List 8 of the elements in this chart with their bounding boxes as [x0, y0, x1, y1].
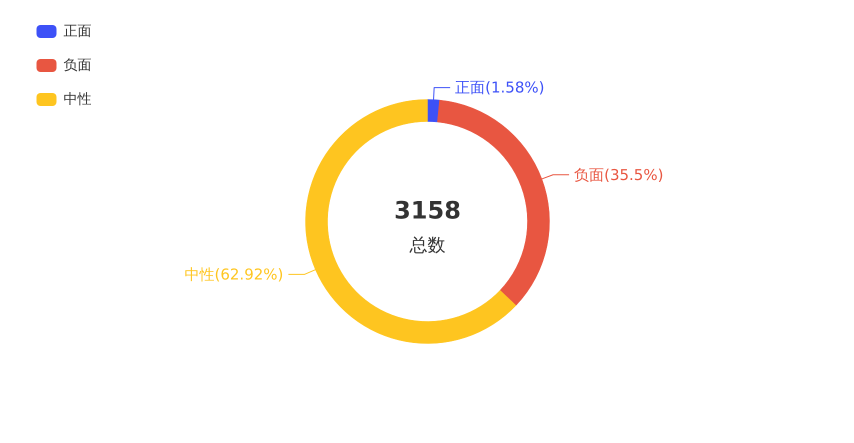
legend-label: 中性: [64, 92, 92, 108]
legend-label: 负面: [64, 58, 92, 74]
text: 3158: [394, 196, 461, 224]
legend-label: 正面: [64, 24, 92, 40]
text: 总数: [408, 235, 446, 256]
data-label: 正面(1.58%): [455, 78, 545, 97]
data-label: 中性(62.92%): [184, 265, 284, 284]
data-label: 负面(35.5%): [574, 166, 664, 184]
